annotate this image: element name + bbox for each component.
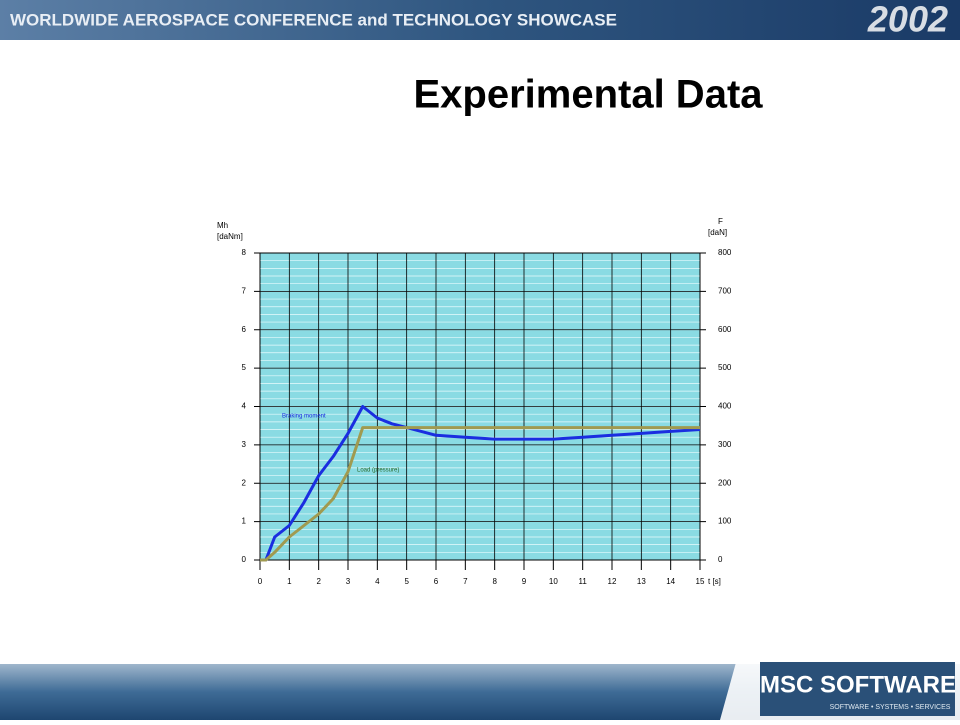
y2-tick-label: 600 [718, 325, 732, 334]
x-tick-label: 14 [666, 577, 675, 586]
y-tick-label: 2 [242, 478, 247, 487]
x-tick-label: 11 [579, 577, 588, 586]
x-tick-label: 12 [608, 577, 617, 586]
x-tick-label: 9 [522, 577, 527, 586]
y2-tick-label: 800 [718, 248, 732, 257]
x-label: t [s] [708, 577, 721, 586]
y2-tick-label: 700 [718, 286, 732, 295]
x-tick-label: 3 [346, 577, 351, 586]
y-tick-label: 6 [242, 325, 247, 334]
slide-title: Experimental Data [413, 73, 763, 117]
y2-tick-label: 500 [718, 363, 732, 372]
x-tick-label: 13 [637, 577, 646, 586]
header-year: 2002 [867, 0, 948, 40]
y-tick-label: 7 [242, 286, 247, 295]
header-title: WORLDWIDE AEROSPACE CONFERENCE and TECHN… [10, 10, 617, 29]
series-label: Load (pressure) [357, 468, 399, 474]
x-tick-label: 15 [696, 577, 705, 586]
x-tick-label: 10 [549, 577, 558, 586]
x-tick-label: 6 [434, 577, 439, 586]
x-tick-label: 7 [463, 577, 468, 586]
y-label: [daNm] [217, 232, 243, 241]
y-tick-label: 5 [242, 363, 247, 372]
x-tick-label: 4 [375, 577, 380, 586]
y2-tick-label: 200 [718, 478, 732, 487]
y-tick-label: 1 [242, 517, 247, 526]
series-line [260, 426, 700, 562]
series-label: Braking moment [282, 414, 326, 420]
y-tick-label: 0 [242, 555, 247, 564]
x-tick-label: 1 [287, 577, 292, 586]
y2-tick-label: 100 [718, 517, 732, 526]
logo-box [760, 662, 955, 716]
y-tick-label: 8 [242, 248, 247, 257]
x-tick-label: 5 [404, 577, 409, 586]
logo: MSC SOFTWARE [760, 671, 956, 698]
y-label: Mh [217, 221, 228, 230]
x-tick-label: 0 [258, 577, 263, 586]
y-tick-label: 3 [242, 440, 247, 449]
y2-label: [daN] [708, 228, 727, 237]
x-tick-label: 8 [492, 577, 497, 586]
y2-tick-label: 0 [718, 555, 723, 564]
y2-tick-label: 400 [718, 402, 732, 411]
x-tick-label: 2 [316, 577, 321, 586]
y2-label: F [718, 217, 723, 226]
tagline: SOFTWARE • SYSTEMS • SERVICES [830, 704, 951, 711]
y-tick-label: 4 [242, 402, 247, 411]
header-band [0, 0, 960, 40]
y2-tick-label: 300 [718, 440, 732, 449]
